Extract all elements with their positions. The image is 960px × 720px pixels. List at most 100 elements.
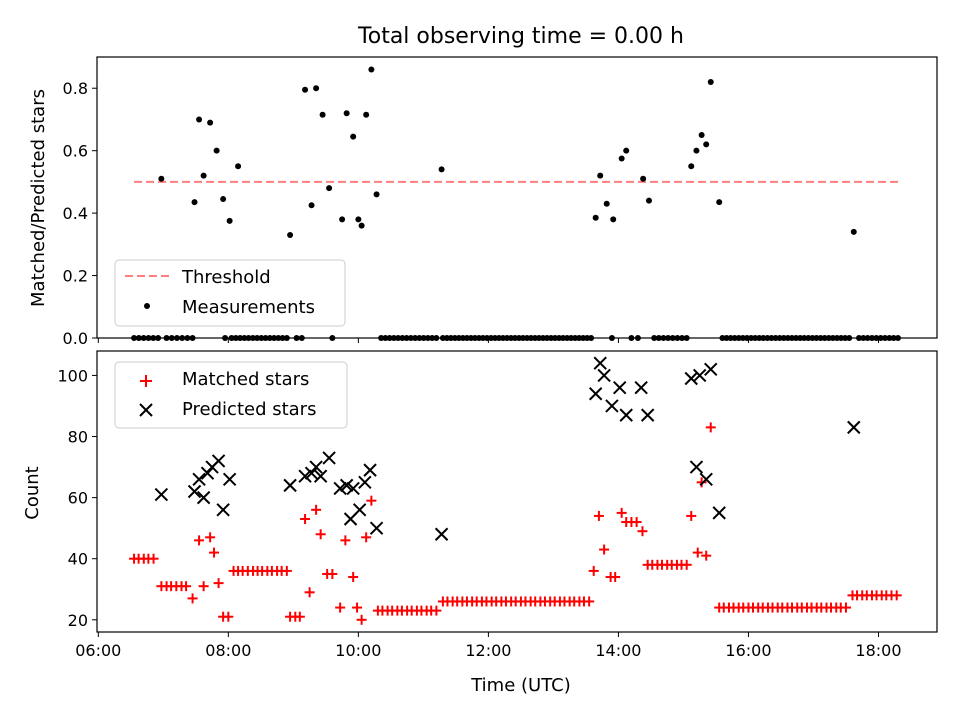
legend-matched-label: Matched stars — [182, 369, 309, 390]
matched-star-marker — [681, 559, 692, 570]
top-axes-frame — [96, 56, 938, 339]
bottom-x-ticks: 06:00 08:00 10:00 12:00 14:00 16:00 18:00 — [75, 632, 902, 660]
predicted-star-marker — [304, 466, 319, 480]
x-axis-label: Time (UTC) — [470, 675, 571, 696]
x-tick-label: 06:00 — [75, 641, 121, 660]
predicted-star-marker — [339, 478, 354, 493]
measurement-point — [373, 191, 380, 198]
top-panel: 0.00.20.40.60.8 Matched/Predicted stars … — [28, 56, 938, 348]
measurement-point — [200, 172, 207, 179]
measurement-point — [592, 214, 599, 221]
y-tick-label: 40 — [68, 550, 88, 569]
measurement-point — [707, 78, 714, 85]
legend-measurements-swatch — [144, 303, 150, 309]
matched-star-marker — [891, 590, 902, 601]
matched-star-marker — [281, 565, 292, 576]
measurement-point — [368, 66, 375, 73]
predicted-star-marker — [712, 506, 726, 520]
measurement-point — [220, 196, 227, 203]
matched-star-marker — [701, 550, 712, 561]
matched-star-marker — [840, 602, 851, 613]
measurement-point — [693, 147, 700, 154]
y-tick-label: 20 — [68, 611, 88, 630]
matched-star-marker — [352, 602, 363, 613]
top-x-ticks — [97, 338, 879, 343]
chart-title: Total observing time = 0.00 h — [357, 24, 684, 49]
matched-star-marker — [631, 517, 642, 528]
matched-star-marker — [599, 544, 610, 555]
measurement-point — [645, 197, 652, 204]
matched-star-marker — [327, 568, 338, 579]
measurement-point — [308, 202, 315, 209]
predicted-star-marker — [363, 463, 377, 477]
predicted-star-marker — [358, 475, 372, 490]
measurement-point — [196, 116, 203, 123]
measurement-point — [698, 132, 705, 139]
matched-star-marker — [593, 510, 604, 521]
bottom-y-axis-label: Count — [22, 466, 43, 519]
bottom-panel: 20 40 60 80 100 06:00 08:00 10:00 12:00 14:00 16:… — [22, 350, 938, 696]
bottom-y-ticks: 20 40 60 80 100 — [57, 366, 97, 630]
measurement-point — [226, 217, 233, 224]
x-tick-label: 08:00 — [205, 641, 251, 660]
bottom-axes-frame — [96, 350, 938, 633]
matched-star-marker — [311, 504, 322, 515]
y-tick-label: 60 — [68, 489, 88, 508]
x-tick-label: 10:00 — [335, 641, 381, 660]
measurement-point — [623, 147, 630, 154]
matched-star-marker — [148, 553, 159, 564]
matched-star-marker — [198, 581, 209, 592]
matched-star-marker — [696, 477, 707, 488]
predicted-star-marker — [211, 454, 226, 468]
y-tick-label: 0.0 — [63, 329, 88, 348]
matched-star-marker — [205, 532, 216, 543]
y-tick-label: 100 — [57, 366, 88, 385]
predicted-star-marker — [634, 380, 648, 395]
measurement-point — [319, 111, 326, 118]
predicted-star-marker — [309, 460, 323, 474]
y-tick-label: 0.2 — [63, 267, 88, 286]
legend-matched-swatch — [140, 375, 152, 387]
measurement-point — [235, 163, 242, 170]
bottom-legend: Matched stars Predicted stars — [114, 361, 348, 429]
matched-star-marker — [213, 578, 224, 589]
predicted-star-marker — [597, 368, 611, 383]
predicted-star-marker — [298, 469, 312, 483]
predicted-star-marker — [593, 356, 607, 370]
matched-star-marker — [610, 572, 621, 583]
matched-star-marker — [300, 513, 311, 524]
predicted-star-marker — [699, 472, 713, 486]
bottom-legend-box — [114, 361, 348, 429]
matched-star-marker — [588, 565, 599, 576]
matched-star-marker — [431, 605, 442, 616]
matched-star-marker — [686, 510, 697, 521]
predicted-star-marker — [200, 466, 215, 480]
y-tick-label: 0.6 — [63, 142, 88, 161]
matched-star-marker — [340, 535, 351, 546]
measurement-point — [213, 147, 220, 154]
x-tick-label: 16:00 — [725, 641, 771, 660]
measurement-point — [688, 163, 695, 170]
measurement-point — [326, 185, 333, 192]
top-plot-area — [131, 66, 901, 341]
predicted-star-marker — [187, 484, 202, 499]
matched-star-marker — [361, 532, 372, 543]
measurement-point — [610, 216, 617, 223]
predicted-star-marker — [588, 387, 603, 401]
measurement-point — [850, 228, 857, 235]
measurement-point — [618, 155, 625, 162]
measurement-point — [597, 172, 604, 179]
predicted-star-marker — [434, 527, 449, 541]
predicted-star-marker — [322, 451, 336, 465]
top-y-ticks: 0.0 0.2 0.4 0.6 0.8 — [63, 79, 97, 348]
predicted-star-marker — [640, 408, 655, 422]
matched-star-marker — [181, 581, 192, 592]
matched-star-marker — [304, 587, 315, 598]
measurement-point — [343, 110, 350, 117]
predicted-star-marker — [605, 399, 619, 413]
matched-star-marker — [209, 547, 220, 558]
measurement-point — [640, 175, 647, 182]
bottom-plot-area — [129, 356, 902, 625]
matched-star-marker — [294, 611, 305, 622]
matched-star-marker — [584, 596, 595, 607]
